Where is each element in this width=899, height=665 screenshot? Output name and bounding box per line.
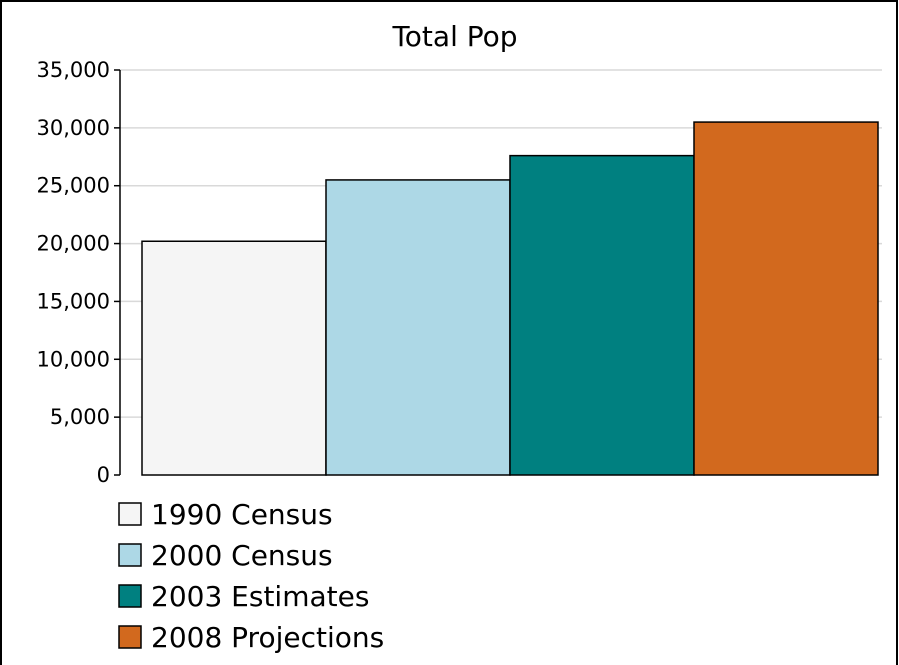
y-tick-label: 25,000 bbox=[37, 174, 110, 198]
legend-item: 1990 Census bbox=[118, 498, 333, 531]
y-tick-label: 20,000 bbox=[37, 232, 110, 256]
chart-title: Total Pop bbox=[391, 20, 517, 53]
legend-item: 2003 Estimates bbox=[118, 580, 369, 613]
y-tick-label: 30,000 bbox=[37, 116, 110, 140]
legend-swatch bbox=[118, 502, 142, 526]
y-axis-ticks: 0 5,000 10,000 15,000 20,000 25,000 30,000 35,0… bbox=[37, 58, 120, 487]
legend-label: 2000 Census bbox=[151, 539, 333, 572]
bar-1990-census bbox=[141, 240, 327, 476]
legend-label: 2003 Estimates bbox=[151, 580, 369, 613]
legend-label: 2008 Projections bbox=[151, 621, 384, 654]
y-tick-label: 0 bbox=[97, 463, 110, 487]
legend-label: 1990 Census bbox=[151, 498, 333, 531]
legend-swatch bbox=[118, 625, 142, 649]
legend-swatch bbox=[118, 543, 142, 567]
y-tick-label: 15,000 bbox=[37, 289, 110, 313]
y-tick-label: 5,000 bbox=[50, 405, 110, 429]
bar-2008-projections bbox=[693, 121, 879, 476]
y-tick-label: 35,000 bbox=[37, 58, 110, 82]
legend-item: 2000 Census bbox=[118, 539, 333, 572]
legend-swatch bbox=[118, 584, 142, 608]
bar-2003-estimates bbox=[509, 154, 695, 476]
legend: 1990 Census 2000 Census 2003 Estimates 2008… bbox=[118, 498, 384, 654]
legend-item: 2008 Projections bbox=[118, 621, 384, 654]
bars bbox=[141, 121, 879, 476]
y-tick-label: 10,000 bbox=[37, 347, 110, 371]
bar-2000-census bbox=[325, 179, 511, 476]
